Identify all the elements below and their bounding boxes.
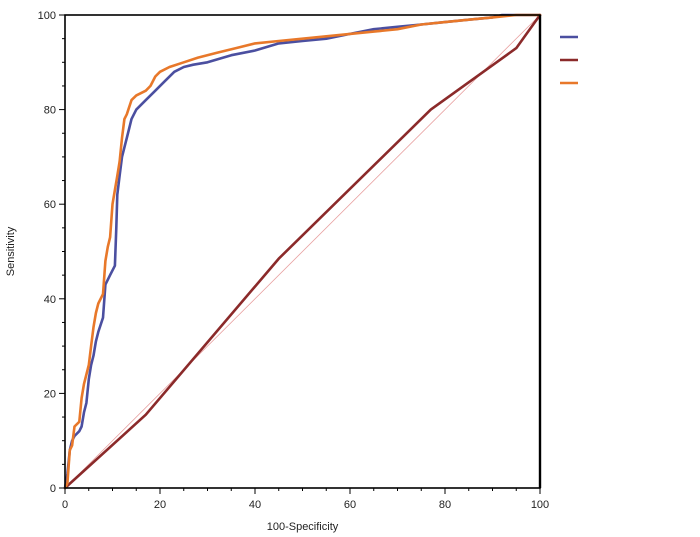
- series-line-2: [63, 13, 542, 490]
- x-tick-label: 60: [344, 499, 356, 511]
- y-tick-label: 40: [44, 294, 56, 306]
- x-tick-label: 100: [531, 499, 549, 511]
- y-tick-label: 80: [44, 105, 56, 117]
- x-tick-label: 0: [62, 499, 68, 511]
- x-tick-label: 20: [154, 499, 166, 511]
- reference-diagonal-line: [64, 14, 541, 489]
- y-tick-label: 0: [50, 483, 56, 495]
- x-tick-label: 80: [439, 499, 451, 511]
- y-axis-label: Sensitivity: [5, 226, 17, 276]
- y-tick-label: 60: [44, 199, 56, 211]
- y-tick-label: 100: [38, 10, 56, 22]
- x-tick-label: 40: [249, 499, 261, 511]
- y-tick-label: 20: [44, 388, 56, 400]
- x-axis-label: 100-Specificity: [267, 521, 339, 533]
- series-line-3: [63, 13, 542, 490]
